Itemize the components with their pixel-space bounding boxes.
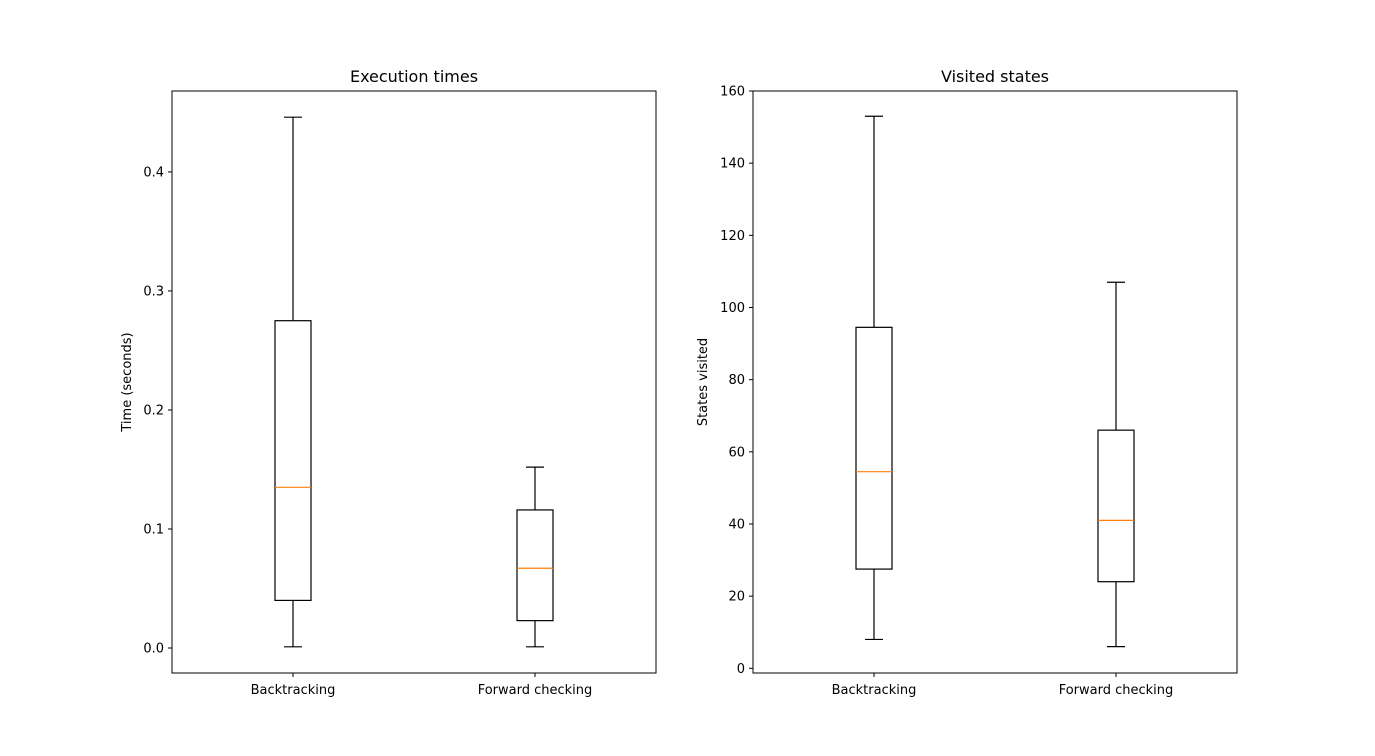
- execution-times-backtracking-boxplot: [274, 116, 312, 648]
- visited-states-y-tick-label: 140: [720, 157, 745, 172]
- visited-states-y-tick-label: 40: [728, 517, 745, 532]
- visited-states-x-tick-label-forward-checking: Forward checking: [1059, 683, 1174, 698]
- visited-states-panel: Visited states States visited 0 20 40 60 80 1…: [696, 67, 1238, 699]
- visited-states-y-tick-label: 20: [728, 590, 745, 605]
- visited-states-forward-checking-box: [1097, 429, 1135, 583]
- visited-states-y-tick-label: 100: [720, 301, 745, 316]
- execution-times-x-tick-label-forward-checking: Forward checking: [478, 683, 593, 698]
- execution-times-y-tick-label: 0.0: [143, 642, 164, 657]
- execution-times-axes-frame: [171, 90, 657, 674]
- visited-states-title: Visited states: [941, 67, 1049, 86]
- visited-states-y-tick-label: 160: [720, 85, 745, 100]
- execution-times-title: Execution times: [350, 67, 478, 86]
- visited-states-backtracking-box: [855, 326, 893, 570]
- execution-times-plot-area: 0.0 0.1 0.2 0.3 0.4 Backtracking Forward check…: [143, 116, 593, 698]
- visited-states-axes-frame: [752, 90, 1238, 674]
- visited-states-x-tick-label-backtracking: Backtracking: [832, 683, 917, 698]
- execution-times-y-tick-label: 0.2: [143, 403, 164, 418]
- execution-times-y-tick-label: 0.1: [143, 522, 164, 537]
- execution-times-backtracking-box: [274, 320, 312, 601]
- execution-times-y-axis-label: Time (seconds): [120, 332, 135, 432]
- execution-times-forward-checking-boxplot: [516, 466, 554, 648]
- visited-states-y-tick-label: 0: [737, 662, 745, 677]
- visited-states-y-tick-label: 80: [728, 373, 745, 388]
- execution-times-y-tick-label: 0.4: [143, 165, 164, 180]
- execution-times-y-tick-label: 0.3: [143, 284, 164, 299]
- visited-states-y-tick-label: 120: [720, 229, 745, 244]
- visited-states-y-tick-label: 60: [728, 445, 745, 460]
- visited-states-plot-area: 0 20 40 60 80 100 120 140 160 Backtracking Forward…: [720, 85, 1173, 699]
- visited-states-y-axis-label: States visited: [696, 338, 711, 426]
- execution-times-x-tick-label-backtracking: Backtracking: [251, 683, 336, 698]
- visited-states-backtracking-boxplot: [855, 115, 893, 641]
- visited-states-forward-checking-boxplot: [1097, 281, 1135, 648]
- execution-times-forward-checking-box: [516, 509, 554, 622]
- execution-times-panel: Execution times Time (seconds) 0.0 0.1 0.2…: [120, 67, 657, 698]
